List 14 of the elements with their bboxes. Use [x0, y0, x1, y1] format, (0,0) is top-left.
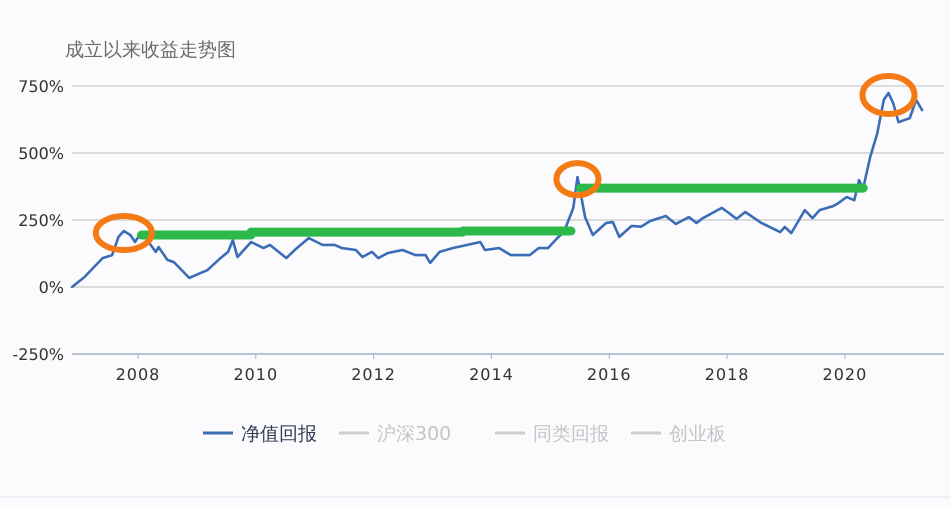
x-tick-label: 2010 — [233, 365, 278, 384]
x-tick-label: 2012 — [351, 365, 396, 384]
y-tick-label: 750% — [18, 77, 64, 96]
y-tick-label: -250% — [12, 345, 64, 364]
x-tick-label: 2016 — [586, 365, 632, 384]
y-tick-label: 500% — [18, 144, 64, 163]
legend-label: 净值回报 — [241, 423, 317, 445]
y-tick-label: 0% — [38, 278, 64, 297]
x-tick-label: 2008 — [116, 365, 160, 384]
x-tick-label: 2014 — [469, 365, 514, 384]
x-tick-label: 2020 — [822, 365, 868, 384]
y-tick-label: 250% — [18, 211, 64, 230]
chart-title: 成立以来收益走势图 — [65, 39, 236, 61]
x-tick-label: 2018 — [704, 365, 750, 384]
